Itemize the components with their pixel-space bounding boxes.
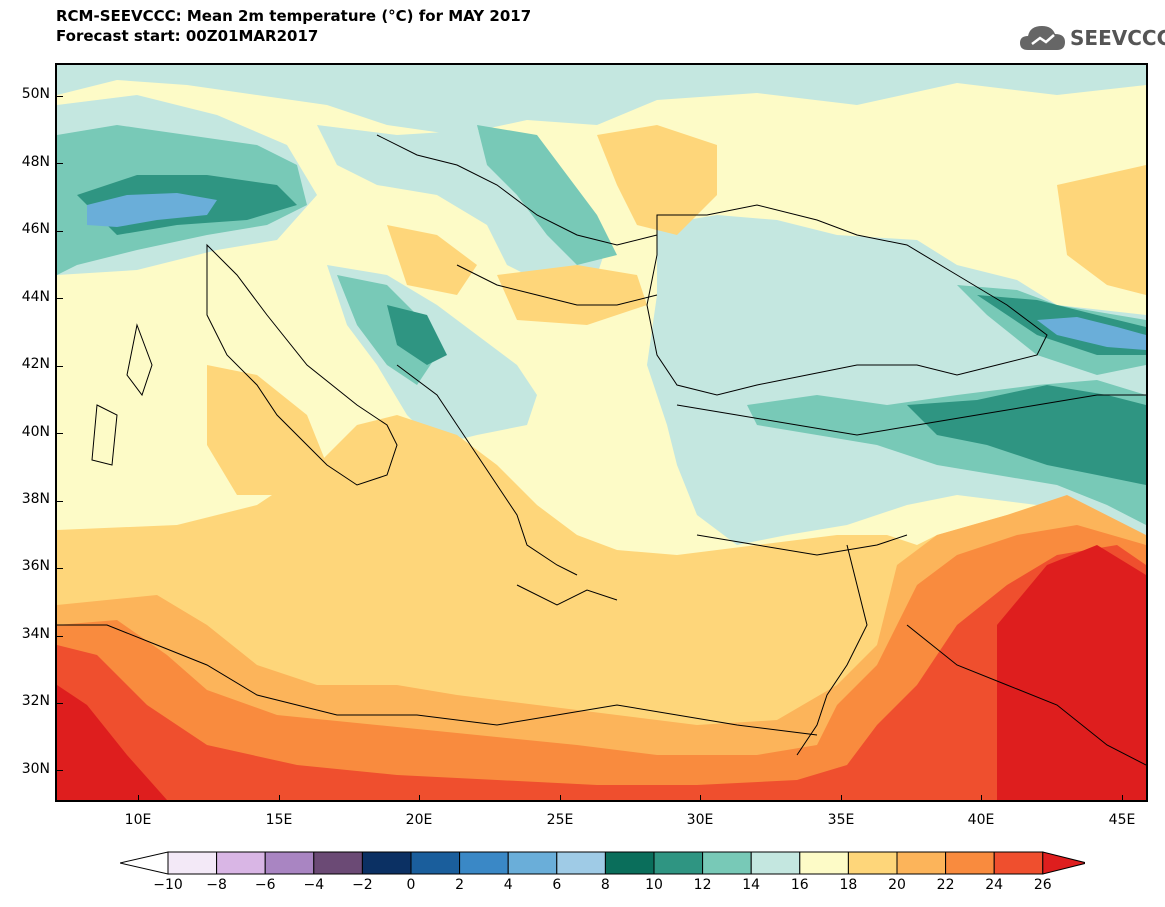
legend-label: 26 bbox=[1033, 877, 1052, 893]
lon-label-25e: 25E bbox=[546, 812, 574, 828]
legend-swatch bbox=[702, 851, 752, 875]
legend-swatch bbox=[896, 851, 947, 875]
lat-label-44n: 44N bbox=[21, 289, 50, 305]
legend-swatch bbox=[507, 851, 558, 875]
map-title: RCM-SEEVCCC: Mean 2m temperature (°C) fo… bbox=[56, 6, 531, 46]
legend-swatch bbox=[264, 851, 315, 875]
legend-label: 24 bbox=[985, 877, 1004, 893]
lat-label-40n: 40N bbox=[21, 424, 50, 440]
legend-label: 10 bbox=[645, 877, 663, 893]
legend-label: 6 bbox=[552, 877, 562, 893]
seevccc-logo: SEEVCCC bbox=[1018, 20, 1165, 60]
lat-tick bbox=[55, 366, 63, 367]
lat-label-34n: 34N bbox=[21, 626, 50, 642]
cloud-icon bbox=[1020, 26, 1065, 50]
legend-swatch bbox=[361, 851, 412, 875]
color-legend bbox=[120, 851, 1085, 875]
lat-label-46n: 46N bbox=[21, 221, 50, 237]
legend-swatch bbox=[993, 851, 1044, 875]
lat-tick bbox=[55, 770, 63, 771]
legend-swatch bbox=[847, 851, 898, 875]
legend-label: 4 bbox=[503, 877, 513, 893]
lat-tick bbox=[55, 96, 63, 97]
lon-label-45e: 45E bbox=[1108, 812, 1136, 828]
lat-tick bbox=[55, 703, 63, 704]
lon-tick bbox=[981, 795, 982, 802]
legend-label: 2 bbox=[455, 877, 465, 893]
lon-label-30e: 30E bbox=[686, 812, 714, 828]
lon-label-40e: 40E bbox=[967, 812, 995, 828]
lon-tick bbox=[1122, 795, 1123, 802]
legend-label: 16 bbox=[790, 877, 809, 893]
legend-label: 14 bbox=[742, 877, 761, 893]
lat-label-38n: 38N bbox=[21, 491, 50, 507]
legend-label: 18 bbox=[839, 877, 858, 893]
legend-label: −4 bbox=[303, 877, 325, 893]
title-line-1: RCM-SEEVCCC: Mean 2m temperature (°C) fo… bbox=[56, 7, 532, 25]
legend-swatch bbox=[216, 851, 266, 875]
legend-label: −2 bbox=[352, 877, 373, 893]
lon-tick bbox=[138, 795, 139, 802]
lat-tick bbox=[55, 568, 63, 569]
legend-arrow-low bbox=[120, 851, 169, 875]
legend-swatch bbox=[750, 851, 801, 875]
temperature-map bbox=[55, 63, 1148, 802]
legend-swatch bbox=[459, 851, 509, 875]
title-line-2: Forecast start: 00Z01MAR2017 bbox=[56, 27, 319, 45]
legend-label: −10 bbox=[153, 877, 183, 893]
legend-swatch bbox=[556, 851, 606, 875]
lon-label-20e: 20E bbox=[405, 812, 433, 828]
lat-tick bbox=[55, 636, 63, 637]
lat-label-48n: 48N bbox=[21, 154, 50, 170]
legend-label: 8 bbox=[600, 877, 610, 893]
legend-label: 0 bbox=[406, 877, 416, 893]
legend-arrow-high bbox=[1042, 851, 1085, 875]
legend-swatch bbox=[799, 851, 849, 875]
legend-label: 22 bbox=[936, 877, 955, 893]
lon-label-10e: 10E bbox=[124, 812, 152, 828]
legend-label: 20 bbox=[888, 877, 906, 893]
lat-label-30n: 30N bbox=[21, 761, 50, 777]
logo-text: SEEVCCC bbox=[1070, 26, 1165, 50]
legend-label: −6 bbox=[254, 877, 276, 893]
lat-tick bbox=[55, 231, 63, 232]
lat-label-32n: 32N bbox=[21, 693, 50, 709]
lat-tick bbox=[55, 433, 63, 434]
legend-swatch bbox=[653, 851, 704, 875]
lon-tick bbox=[560, 795, 561, 802]
legend-swatch bbox=[410, 851, 461, 875]
lon-label-15e: 15E bbox=[265, 812, 293, 828]
lat-label-50n: 50N bbox=[21, 86, 50, 102]
lat-tick bbox=[55, 163, 63, 164]
legend-swatch bbox=[945, 851, 995, 875]
lon-tick bbox=[279, 795, 280, 802]
lat-label-36n: 36N bbox=[21, 558, 50, 574]
legend-swatch bbox=[604, 851, 655, 875]
lon-tick bbox=[841, 795, 842, 802]
lon-tick bbox=[700, 795, 701, 802]
lat-tick bbox=[55, 501, 63, 502]
lon-label-35e: 35E bbox=[827, 812, 855, 828]
legend-swatch bbox=[313, 851, 363, 875]
legend-swatch bbox=[167, 851, 218, 875]
lat-label-42n: 42N bbox=[21, 356, 50, 372]
lat-tick bbox=[55, 298, 63, 299]
legend-label: 12 bbox=[693, 877, 712, 893]
lon-tick bbox=[419, 795, 420, 802]
legend-label: −8 bbox=[206, 877, 227, 893]
